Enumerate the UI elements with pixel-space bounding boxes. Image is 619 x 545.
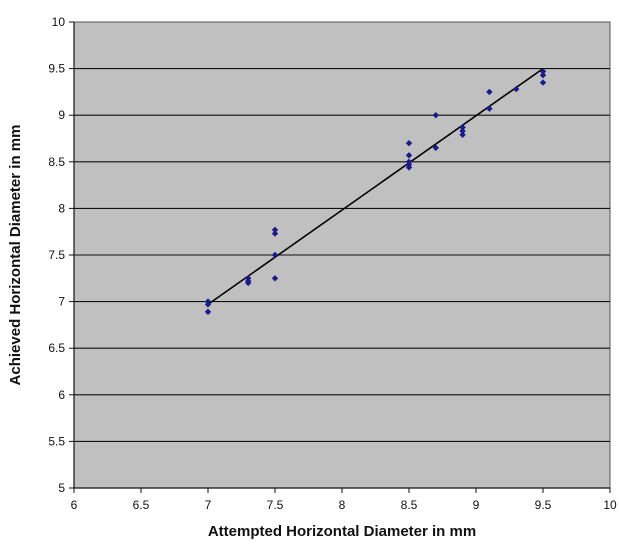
y-tick-label: 10: [52, 15, 66, 29]
y-tick-label: 8.5: [48, 155, 65, 169]
x-tick-label: 7: [205, 498, 212, 512]
data-point: [539, 68, 547, 75]
data-point: [486, 88, 493, 96]
x-tick-label: 6: [71, 498, 78, 512]
y-tick-label: 8: [58, 201, 65, 215]
y-tick-label: 5: [58, 481, 65, 495]
data-point: [539, 71, 547, 79]
data-point: [486, 105, 493, 112]
data-point: [204, 301, 212, 308]
x-tick-label: 7.5: [267, 498, 284, 512]
data-point: [271, 275, 279, 282]
y-tick-label: 9.5: [48, 62, 65, 76]
x-tick-label: 8.5: [401, 498, 418, 512]
x-tick-labels: 6 6.5 7 7.5 8 8.5 9 9.5 10: [71, 498, 617, 512]
data-point: [459, 131, 466, 138]
data-point: [539, 79, 547, 86]
x-tick-label: 8: [339, 498, 346, 512]
data-point: [459, 127, 466, 135]
x-tick-label: 10: [603, 498, 617, 512]
y-tick-label: 6.5: [48, 341, 65, 355]
data-point: [405, 152, 413, 159]
data-point: [271, 226, 279, 234]
data-point: [513, 85, 520, 93]
data-point: [432, 112, 439, 119]
data-point: [271, 251, 279, 259]
y-tick-label: 9: [58, 108, 65, 122]
data-point: [245, 279, 252, 287]
axes: [73, 22, 610, 489]
y-tick-label: 5.5: [48, 434, 65, 448]
y-tick-label: 7: [58, 295, 65, 309]
data-point: [271, 230, 279, 237]
data-point: [432, 144, 439, 152]
data-point: [459, 124, 466, 131]
gridlines: [69, 21, 611, 493]
data-point: [405, 139, 413, 147]
x-axis-label: Attempted Horizontal Diameter in mm: [208, 523, 476, 540]
x-tick-label: 6.5: [133, 498, 150, 512]
x-tick-label: 9: [473, 498, 480, 512]
y-tick-label: 6: [58, 388, 65, 402]
y-tick-labels: 5 5.5 6 6.5 7 7.5 8 8.5 9 9.5 10: [48, 15, 65, 495]
y-tick-label: 7.5: [48, 248, 65, 262]
data-point: [204, 308, 212, 316]
y-axis-label: Achieved Horizontal Diameter in mm: [7, 125, 24, 386]
data-point: [405, 164, 413, 171]
x-tick-label: 9.5: [535, 498, 552, 512]
data-points: [204, 68, 547, 316]
